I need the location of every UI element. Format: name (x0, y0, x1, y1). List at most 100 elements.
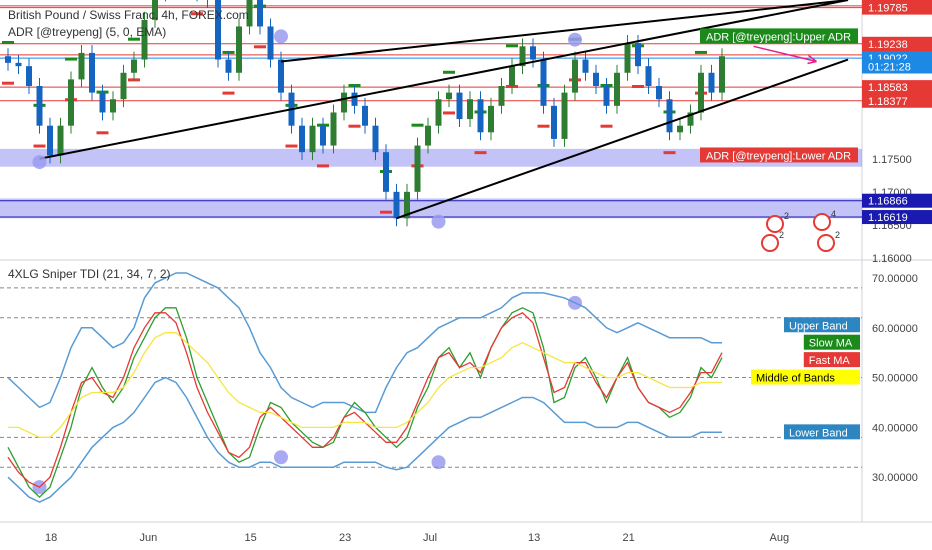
event-count: 2 (779, 230, 784, 240)
candle-body (57, 125, 64, 156)
candle-body (698, 72, 704, 113)
pivot-marker (431, 455, 446, 470)
candle-body (530, 46, 536, 60)
tdi-legend-box (803, 334, 860, 350)
tdi-legend-box (784, 424, 860, 440)
candle-body (708, 72, 715, 93)
candle-body (509, 66, 515, 86)
tdi-series-line (7, 376, 722, 503)
event-icon (766, 215, 784, 233)
candle-body (519, 46, 526, 67)
price-label: 1.16619 (868, 212, 908, 224)
candle-body (309, 125, 316, 153)
candle-body (635, 43, 641, 67)
candle-body (257, 0, 263, 27)
candle-body (36, 86, 43, 126)
adr-label-box (700, 28, 858, 44)
price-label-box (862, 36, 932, 51)
candle-body (467, 99, 473, 120)
lower-adr-mark (285, 144, 298, 148)
upper-adr-mark (65, 57, 77, 61)
lower-adr-mark (348, 124, 361, 128)
projection-arrowhead (807, 54, 817, 65)
tdi-tick: 40.00000 (872, 422, 918, 434)
price-label-box (862, 80, 932, 95)
time-tick: Aug (770, 532, 790, 544)
candle-body (456, 92, 463, 120)
candle-body (110, 99, 116, 113)
candle-body (15, 62, 22, 67)
candle-body (141, 19, 148, 60)
candle-body (488, 105, 494, 133)
lower-adr-mark (254, 45, 266, 49)
candle-body (551, 105, 557, 139)
lower-adr-mark (96, 131, 109, 135)
support-zone (0, 198, 862, 219)
candle-body (435, 99, 442, 126)
trendline (280, 0, 849, 63)
time-tick: 15 (245, 532, 257, 544)
adr-label: ADR [@treypeng]:Upper ADR (706, 31, 851, 43)
price-tick: 1.16000 (872, 253, 912, 265)
candle-body (26, 66, 32, 86)
tdi-tick: 50.00000 (872, 373, 918, 385)
indicator-title: 4XLG Sniper TDI (21, 34, 7, 2) (8, 267, 171, 281)
candle-body (561, 92, 568, 139)
candle-body (404, 191, 410, 219)
trendline (39, 0, 849, 160)
candle-body (687, 112, 694, 126)
pivot-marker (568, 32, 582, 47)
time-tick: 21 (623, 532, 635, 544)
event-count: 2 (784, 211, 789, 221)
price-label: 01:21:28 (868, 61, 911, 73)
event-count: 4 (831, 209, 836, 219)
lower-adr-mark (317, 164, 329, 168)
lower-adr-mark (2, 81, 14, 85)
lower-adr-mark (474, 151, 487, 155)
candle-body (320, 125, 326, 146)
event-icon (817, 234, 835, 252)
price-label: 1.16866 (868, 196, 908, 208)
candle-body (446, 92, 452, 100)
upper-adr-mark (128, 37, 140, 41)
time-tick: 18 (45, 532, 57, 544)
candle-body (383, 152, 389, 192)
projection-arrow (753, 45, 817, 63)
tdi-tick: 60.00000 (872, 323, 918, 335)
candle-body (215, 0, 221, 60)
price-label: 1.19785 (868, 3, 908, 15)
price-tick: 1.17500 (872, 154, 912, 166)
candle-body (330, 112, 337, 146)
lower-adr-mark (443, 111, 455, 115)
tdi-tick: 30.00000 (872, 472, 918, 484)
tdi-tick: 70.00000 (872, 273, 918, 285)
lower-adr-mark (380, 210, 392, 214)
lower-adr-mark (222, 91, 235, 95)
tdi-legend-box (784, 317, 860, 333)
candle-body (78, 52, 85, 80)
candle-body (278, 59, 284, 93)
lower-adr-mark (191, 12, 203, 16)
price-label: 1.19238 (868, 39, 908, 51)
candle-body (414, 145, 421, 192)
candle-body (68, 79, 74, 126)
price-label: 1.18377 (868, 96, 908, 108)
candle-body (719, 56, 725, 93)
price-label-box (862, 93, 932, 108)
candle-body (299, 125, 305, 153)
tdi-legend-label: Middle of Bands (756, 373, 835, 385)
price-label: 1.18583 (868, 82, 908, 94)
upper-adr-mark (695, 50, 707, 54)
event-icon (813, 213, 831, 231)
time-tick: Jul (423, 532, 437, 544)
candle-body (89, 52, 95, 93)
candle-body (666, 99, 673, 133)
tdi-series-line (7, 307, 723, 498)
tdi-legend-box (803, 352, 860, 368)
candle-body (341, 92, 347, 113)
candle-body (603, 86, 610, 106)
tdi-legend-label: Fast MA (809, 355, 851, 367)
candle-body (131, 59, 137, 73)
